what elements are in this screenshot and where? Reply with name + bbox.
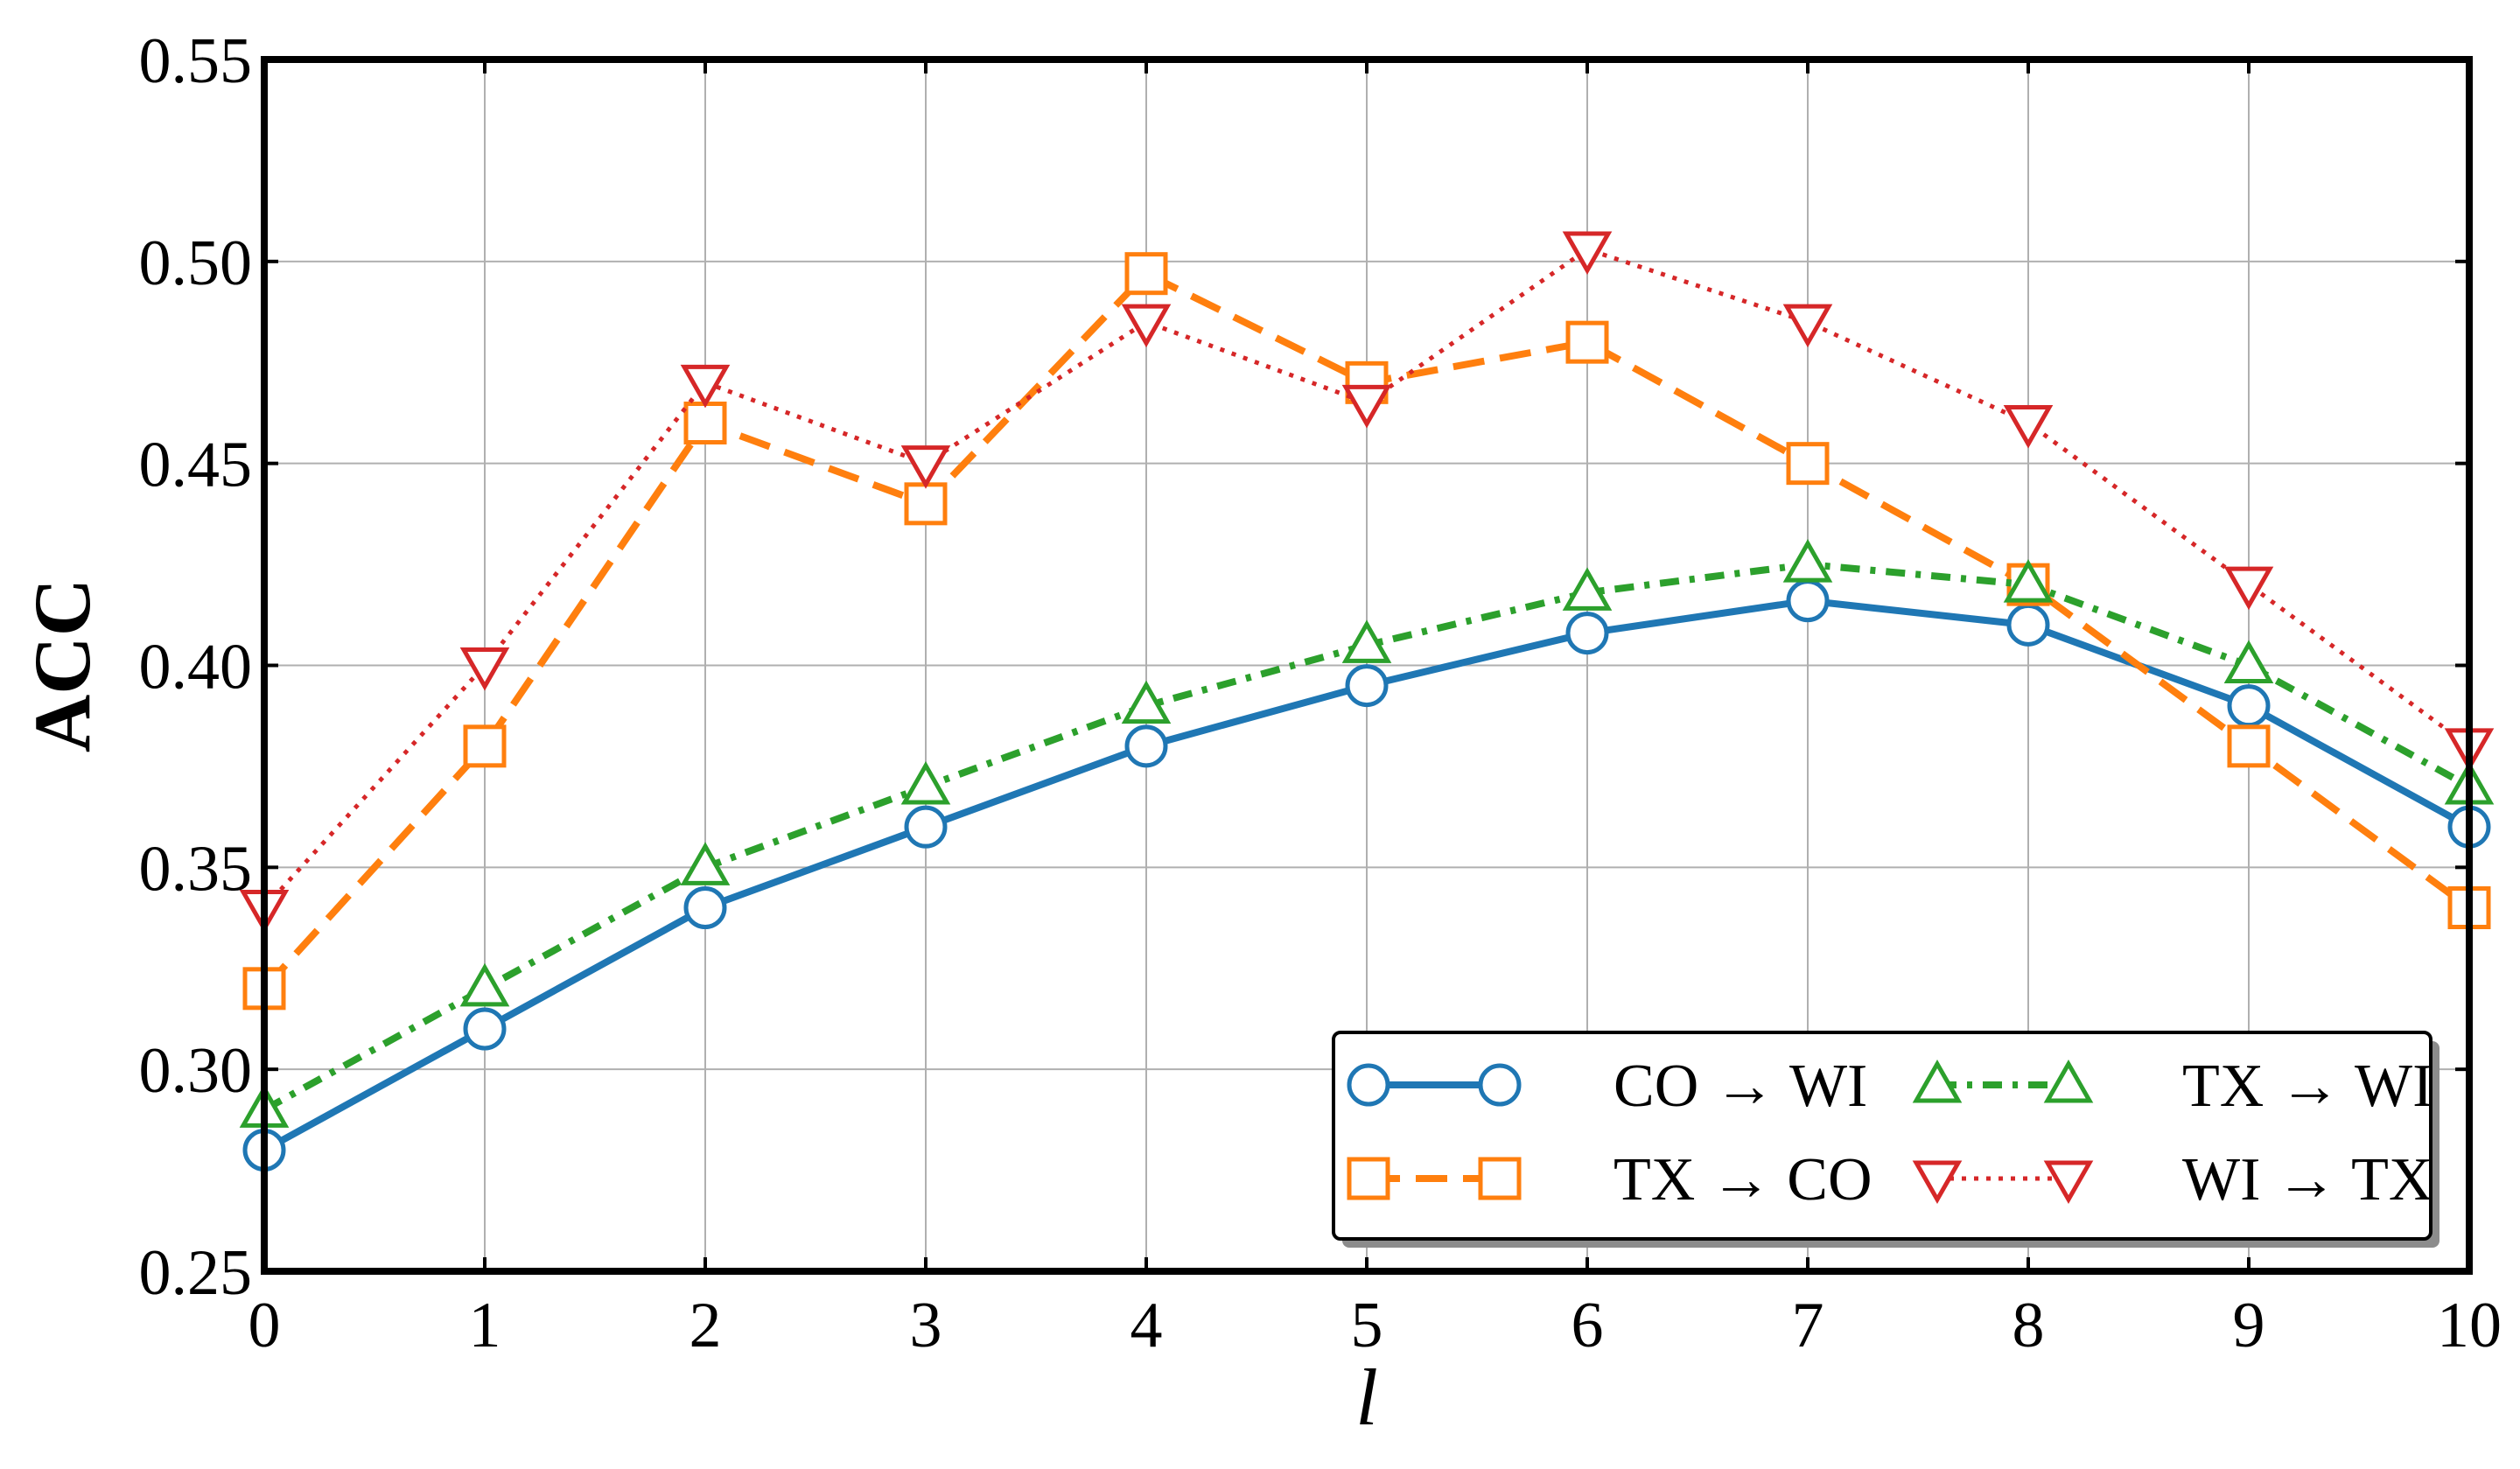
data-point xyxy=(1782,539,1833,583)
legend-item: WI → TX xyxy=(1912,1146,2432,1214)
x-tick-label: 6 xyxy=(1572,1290,1604,1361)
x-tick-label: 4 xyxy=(1130,1290,1163,1361)
legend-marker xyxy=(1478,1063,1522,1107)
data-point xyxy=(2006,603,2050,647)
data-point xyxy=(1562,567,1613,611)
data-point xyxy=(900,445,951,489)
legend-label: TX → WI xyxy=(2182,1053,2432,1120)
series-line xyxy=(262,247,2471,910)
x-tick-label: 0 xyxy=(248,1290,281,1361)
legend-label: WI → TX xyxy=(2182,1146,2432,1214)
data-point xyxy=(1786,579,1830,623)
x-tick-label: 1 xyxy=(469,1290,501,1361)
data-point xyxy=(683,886,727,929)
series-group xyxy=(239,231,2495,1172)
data-point xyxy=(1341,619,1392,663)
data-point xyxy=(1345,664,1389,708)
data-point xyxy=(2003,559,2054,603)
data-point xyxy=(1121,304,1172,348)
y-tick-label: 0.25 xyxy=(139,1237,253,1309)
legend-marker xyxy=(1478,1157,1522,1200)
y-tick-label: 0.30 xyxy=(139,1035,253,1107)
data-point xyxy=(459,962,510,1007)
data-point xyxy=(1565,320,1609,364)
x-tick-label: 2 xyxy=(690,1290,722,1361)
data-point xyxy=(1565,612,1609,655)
data-point xyxy=(1124,724,1168,768)
legend-item: CO → WI xyxy=(1347,1053,1867,1120)
legend-marker xyxy=(1347,1157,1390,1200)
data-point xyxy=(904,805,948,849)
legend-box xyxy=(1332,1031,2432,1241)
x-tick-label: 7 xyxy=(1792,1290,1824,1361)
x-axis-label: l xyxy=(1355,1353,1378,1442)
legend: CO → WI TX → WI TX → CO WI → TX xyxy=(1332,1031,2440,1248)
x-tick-label: 8 xyxy=(2012,1290,2045,1361)
legend-label: CO → WI xyxy=(1614,1053,1867,1120)
x-tick-label: 3 xyxy=(910,1290,942,1361)
y-tick-label: 0.45 xyxy=(139,430,253,501)
x-tick-label: 5 xyxy=(1351,1290,1383,1361)
data-point xyxy=(463,1007,507,1051)
legend-item: TX → CO xyxy=(1347,1146,1872,1214)
legend-item: TX → WI xyxy=(1912,1053,2432,1120)
legend-marker xyxy=(2043,1160,2094,1205)
data-point xyxy=(2223,566,2274,611)
data-point xyxy=(680,364,731,409)
series-2 xyxy=(239,539,2495,1128)
x-tick-label: 9 xyxy=(2233,1290,2265,1361)
x-tick-label: 10 xyxy=(2437,1290,2502,1361)
legend-label: TX → CO xyxy=(1614,1146,1872,1214)
series-0 xyxy=(242,579,2491,1172)
series-1 xyxy=(242,252,2491,1011)
data-point xyxy=(900,760,951,805)
data-point xyxy=(1124,252,1168,296)
y-tick-label: 0.55 xyxy=(139,25,253,97)
data-point xyxy=(2223,640,2274,683)
data-point xyxy=(1782,304,1833,348)
data-point xyxy=(2227,724,2271,768)
data-point xyxy=(459,647,510,691)
data-point xyxy=(463,724,507,768)
axis-ticks: 0 1 2 3 4 5 6 7 8 9 10 0.25 0.30 0.35 0.40 0.45 0.50 0.55 xyxy=(139,25,2502,1361)
data-point xyxy=(683,402,727,444)
legend-marker xyxy=(1912,1160,1963,1205)
y-tick-label: 0.50 xyxy=(139,227,253,299)
data-point xyxy=(2227,684,2271,728)
legend-marker xyxy=(1347,1063,1390,1107)
legend-marker xyxy=(2043,1059,2094,1103)
data-point xyxy=(1341,384,1392,429)
y-tick-label: 0.40 xyxy=(139,632,253,703)
y-axis-label: ACC xyxy=(18,578,107,752)
legend-marker xyxy=(1912,1059,1963,1103)
data-point xyxy=(904,482,948,526)
data-point xyxy=(680,842,731,885)
data-point xyxy=(2003,405,2054,449)
y-tick-label: 0.35 xyxy=(139,833,253,905)
data-point xyxy=(1121,680,1172,724)
series-3 xyxy=(239,231,2495,934)
data-point xyxy=(1562,231,1613,276)
data-point xyxy=(1786,442,1830,486)
